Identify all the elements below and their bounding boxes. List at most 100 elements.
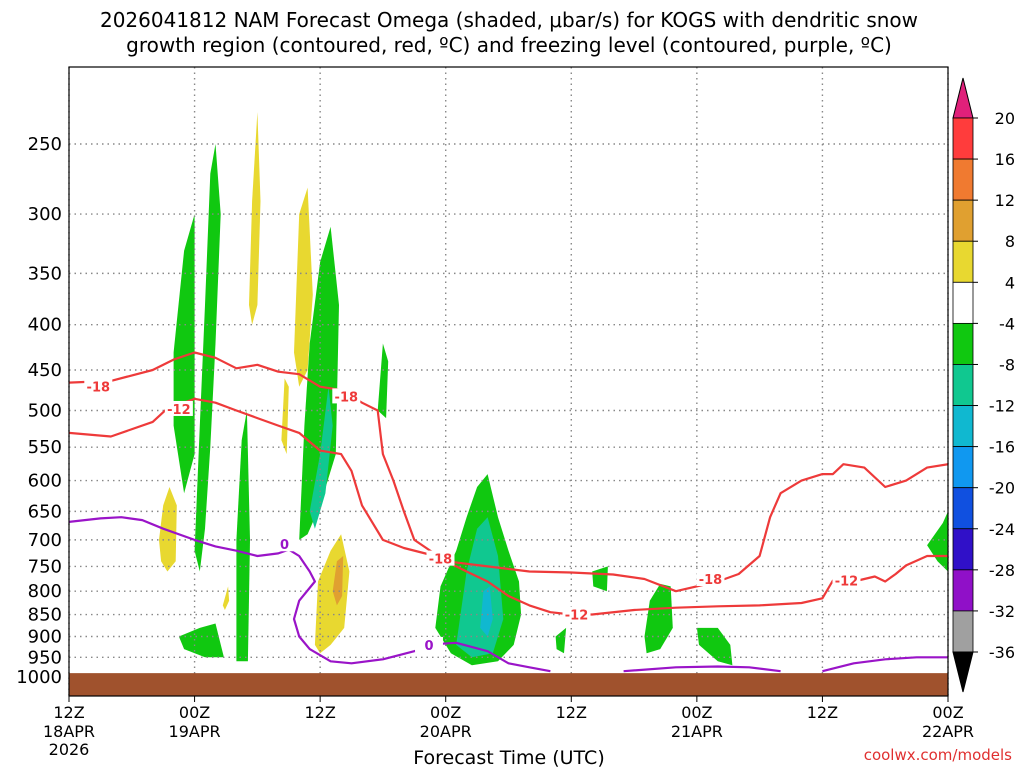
omega-region-descent-17 — [294, 187, 313, 387]
y-tick-label: 750 — [28, 556, 62, 577]
colorbar-label: -20 — [989, 479, 1015, 498]
x-tick-time: 12Z — [53, 703, 84, 722]
y-tick-label: 850 — [28, 605, 62, 626]
colorbar-label: -36 — [989, 643, 1015, 662]
x-tick-time: 00Z — [179, 703, 210, 722]
freezing-contour-label: 0 — [280, 538, 289, 553]
y-tick-label: 1000 — [16, 667, 62, 688]
x-tick-time: 12Z — [556, 703, 587, 722]
colorbar-label: -12 — [989, 397, 1015, 416]
omega-region-descent-20 — [332, 556, 344, 606]
y-tick-label: 650 — [28, 501, 62, 522]
omega-region-descent-16 — [249, 111, 261, 325]
x-tick-time: 00Z — [430, 703, 461, 722]
colorbar-segment — [952, 322, 974, 365]
colorbar-label: -4 — [999, 314, 1015, 333]
y-tick-label: 900 — [28, 626, 62, 647]
colorbar-segment — [952, 158, 974, 201]
credit-text: coolwx.com/models — [864, 746, 1012, 764]
dgz-contour-label: -12 — [565, 609, 589, 624]
y-tick-label: 300 — [28, 204, 62, 225]
dgz-contour-label: -18 — [87, 381, 111, 396]
dgz-contour-label-bg — [832, 572, 861, 588]
x-tick-date: 20APR — [420, 722, 472, 741]
freezing-level-contour — [822, 656, 948, 673]
omega-region-ascent-14 — [480, 586, 493, 637]
dgz-contour-label: -12 — [835, 574, 859, 589]
colorbar-segment — [952, 117, 974, 160]
colorbar-segment — [952, 528, 974, 571]
freezing-contour-label: 0 — [424, 639, 433, 654]
colorbar-segment — [952, 610, 974, 653]
x-tick-time: 00Z — [681, 703, 712, 722]
colorbar-label: 4 — [1005, 273, 1015, 292]
freezing-level-contour — [623, 665, 781, 673]
colorbar: 20 16 12 8 4 -4 -8 -12 -16 -20 -24 -28 -32 -36 — [952, 77, 1015, 693]
colorbar-label: -8 — [999, 355, 1015, 374]
dgz-contour-label: -18 — [699, 573, 723, 588]
freezing-contour-label-bg — [414, 636, 443, 652]
omega-region-ascent-4 — [377, 343, 389, 419]
y-tick-label: 400 — [28, 315, 62, 336]
colorbar-segment — [952, 405, 974, 448]
colorbar-segment — [952, 281, 974, 324]
colorbar-segment — [952, 446, 974, 489]
omega-region-ascent-13 — [309, 386, 333, 529]
colorbar-label: -28 — [989, 561, 1015, 580]
x-tick-time: 12Z — [807, 703, 838, 722]
x-axis-label: Forecast Time (UTC) — [413, 747, 604, 768]
omega-region-ascent-11 — [178, 623, 224, 658]
y-tick-label: 950 — [28, 647, 62, 668]
chart-title-line1: 2026041812 NAM Forecast Omega (shaded, μ… — [100, 8, 918, 32]
freezing-contour-label-bg — [270, 536, 299, 552]
omega-region-ascent-0 — [194, 144, 221, 572]
plot-frame — [68, 66, 949, 697]
y-tick-label: 250 — [28, 134, 62, 155]
omega-region-ascent-3 — [299, 226, 339, 540]
y-tick-label: 600 — [28, 471, 62, 492]
omega-region-descent-18 — [281, 378, 289, 455]
omega-shading-layer — [159, 111, 948, 666]
omega-region-descent-21 — [222, 586, 230, 610]
dgz-contour-label-bg — [84, 378, 113, 394]
contour-layer: -18 -12 -18 -18 -12 -18 -12 0 0 — [69, 351, 948, 673]
x-tick-date: 21APR — [671, 722, 723, 741]
dgz-contour-label-bg — [562, 606, 591, 622]
colorbar-segment — [952, 364, 974, 406]
y-tick-label: 550 — [28, 437, 62, 458]
dgz-contour-label-bg — [696, 570, 725, 586]
x-tick-year: 2026 — [49, 740, 90, 759]
y-tick-label: 800 — [28, 581, 62, 602]
y-tick-label: 700 — [28, 530, 62, 551]
chart-title-line2: growth region (contoured, red, ºC) and f… — [126, 33, 892, 57]
omega-region-ascent-8 — [696, 627, 733, 666]
colorbar-label: -24 — [989, 520, 1015, 539]
colorbar-label: -32 — [989, 602, 1015, 621]
omega-region-ascent-2 — [236, 410, 250, 662]
x-tick-date: 19APR — [169, 722, 221, 741]
colorbar-top-arrow — [952, 77, 974, 119]
x-tick-time: 12Z — [304, 703, 335, 722]
omega-region-ascent-7 — [644, 583, 673, 654]
colorbar-segment — [952, 199, 974, 242]
colorbar-label: -16 — [989, 438, 1015, 457]
colorbar-label: 12 — [995, 191, 1015, 210]
x-tick-date: 22APR — [922, 722, 974, 741]
colorbar-bottom-arrow — [952, 651, 974, 693]
colorbar-label: 20 — [995, 109, 1015, 128]
colorbar-segment — [952, 487, 974, 530]
dgz-contour-label-bg — [164, 400, 193, 416]
colorbar-segment — [952, 569, 974, 612]
y-tick-label: 350 — [28, 263, 62, 284]
dgz-contour-label: -18 — [335, 390, 359, 405]
omega-region-ascent-9 — [555, 627, 567, 654]
y-tick-label: 500 — [28, 401, 62, 422]
colorbar-segment — [952, 240, 974, 283]
plot-area: -18 -12 -18 -18 -12 -18 -12 0 0 — [68, 66, 949, 697]
y-tick-label: 450 — [28, 360, 62, 381]
y-axis-ticks: 2503003504004505005506006507007508008509… — [16, 134, 62, 688]
x-tick-date: 18APR — [43, 722, 95, 741]
colorbar-label: 16 — [995, 150, 1015, 169]
